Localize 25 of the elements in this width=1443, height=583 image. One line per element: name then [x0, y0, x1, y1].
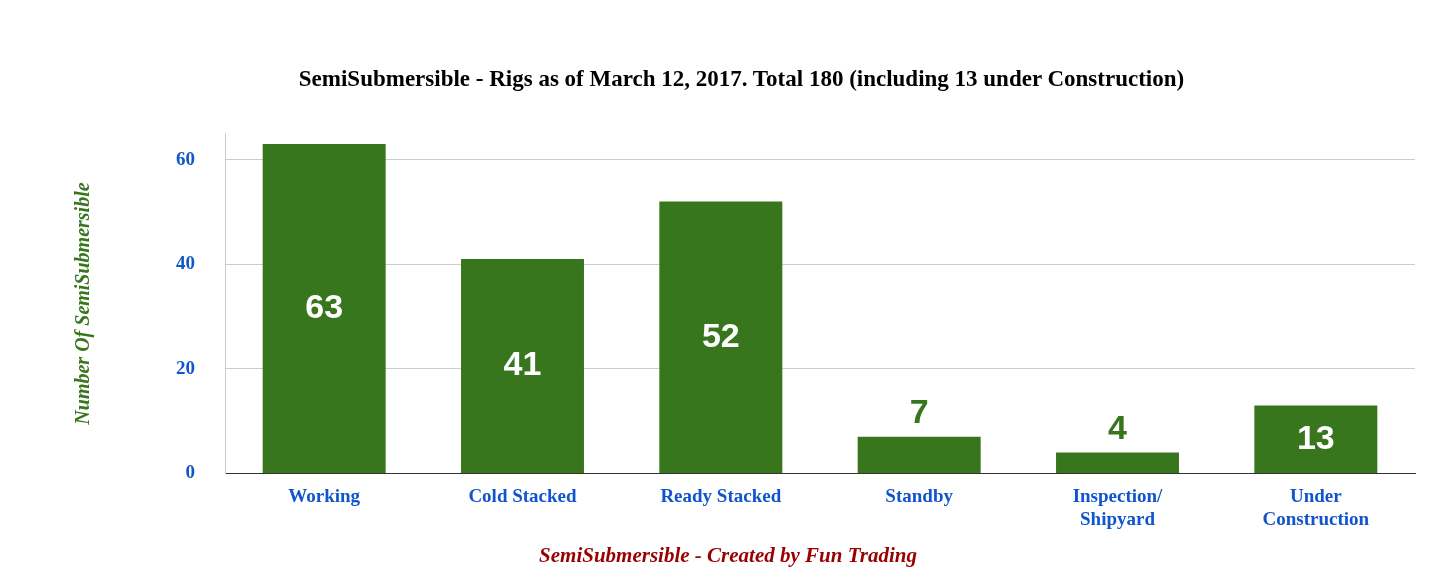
bar — [659, 201, 783, 473]
data-label: 63 — [305, 286, 344, 325]
text: SemiSubmersible - Created by Fun Trading — [538, 543, 918, 568]
bar — [1056, 452, 1179, 473]
data-label: 41 — [503, 344, 542, 383]
data-label: 13 — [1296, 417, 1335, 456]
chart-title: SemiSubmersible - Rigs as of March 12, 2017. Total 180 (including 13 under Construction) — [298, 65, 1185, 91]
y-tick-label: 60 — [176, 147, 195, 169]
bar — [461, 259, 584, 473]
y-tick-label: 40 — [176, 252, 195, 274]
x-tick-label: Ready Stacked — [660, 484, 782, 506]
bar — [857, 436, 981, 473]
bar — [1254, 405, 1378, 473]
data-label: 7 — [909, 392, 929, 431]
bar — [262, 144, 386, 473]
x-tick-label: Standby — [885, 484, 954, 506]
data-label: 52 — [701, 315, 740, 354]
x-tick-label: Working — [288, 484, 361, 506]
x-tick-label: Cold Stacked — [468, 484, 578, 506]
x-tick-label: Inspection/ Shipyard — [1072, 484, 1164, 529]
y-axis-title: Number Of SemiSubmersible — [71, 182, 95, 426]
y-tick-label: 0 — [185, 461, 195, 483]
y-tick-label: 20 — [176, 356, 195, 378]
data-label: 4 — [1108, 407, 1128, 446]
x-tick-label: Under Construction — [1262, 484, 1370, 529]
